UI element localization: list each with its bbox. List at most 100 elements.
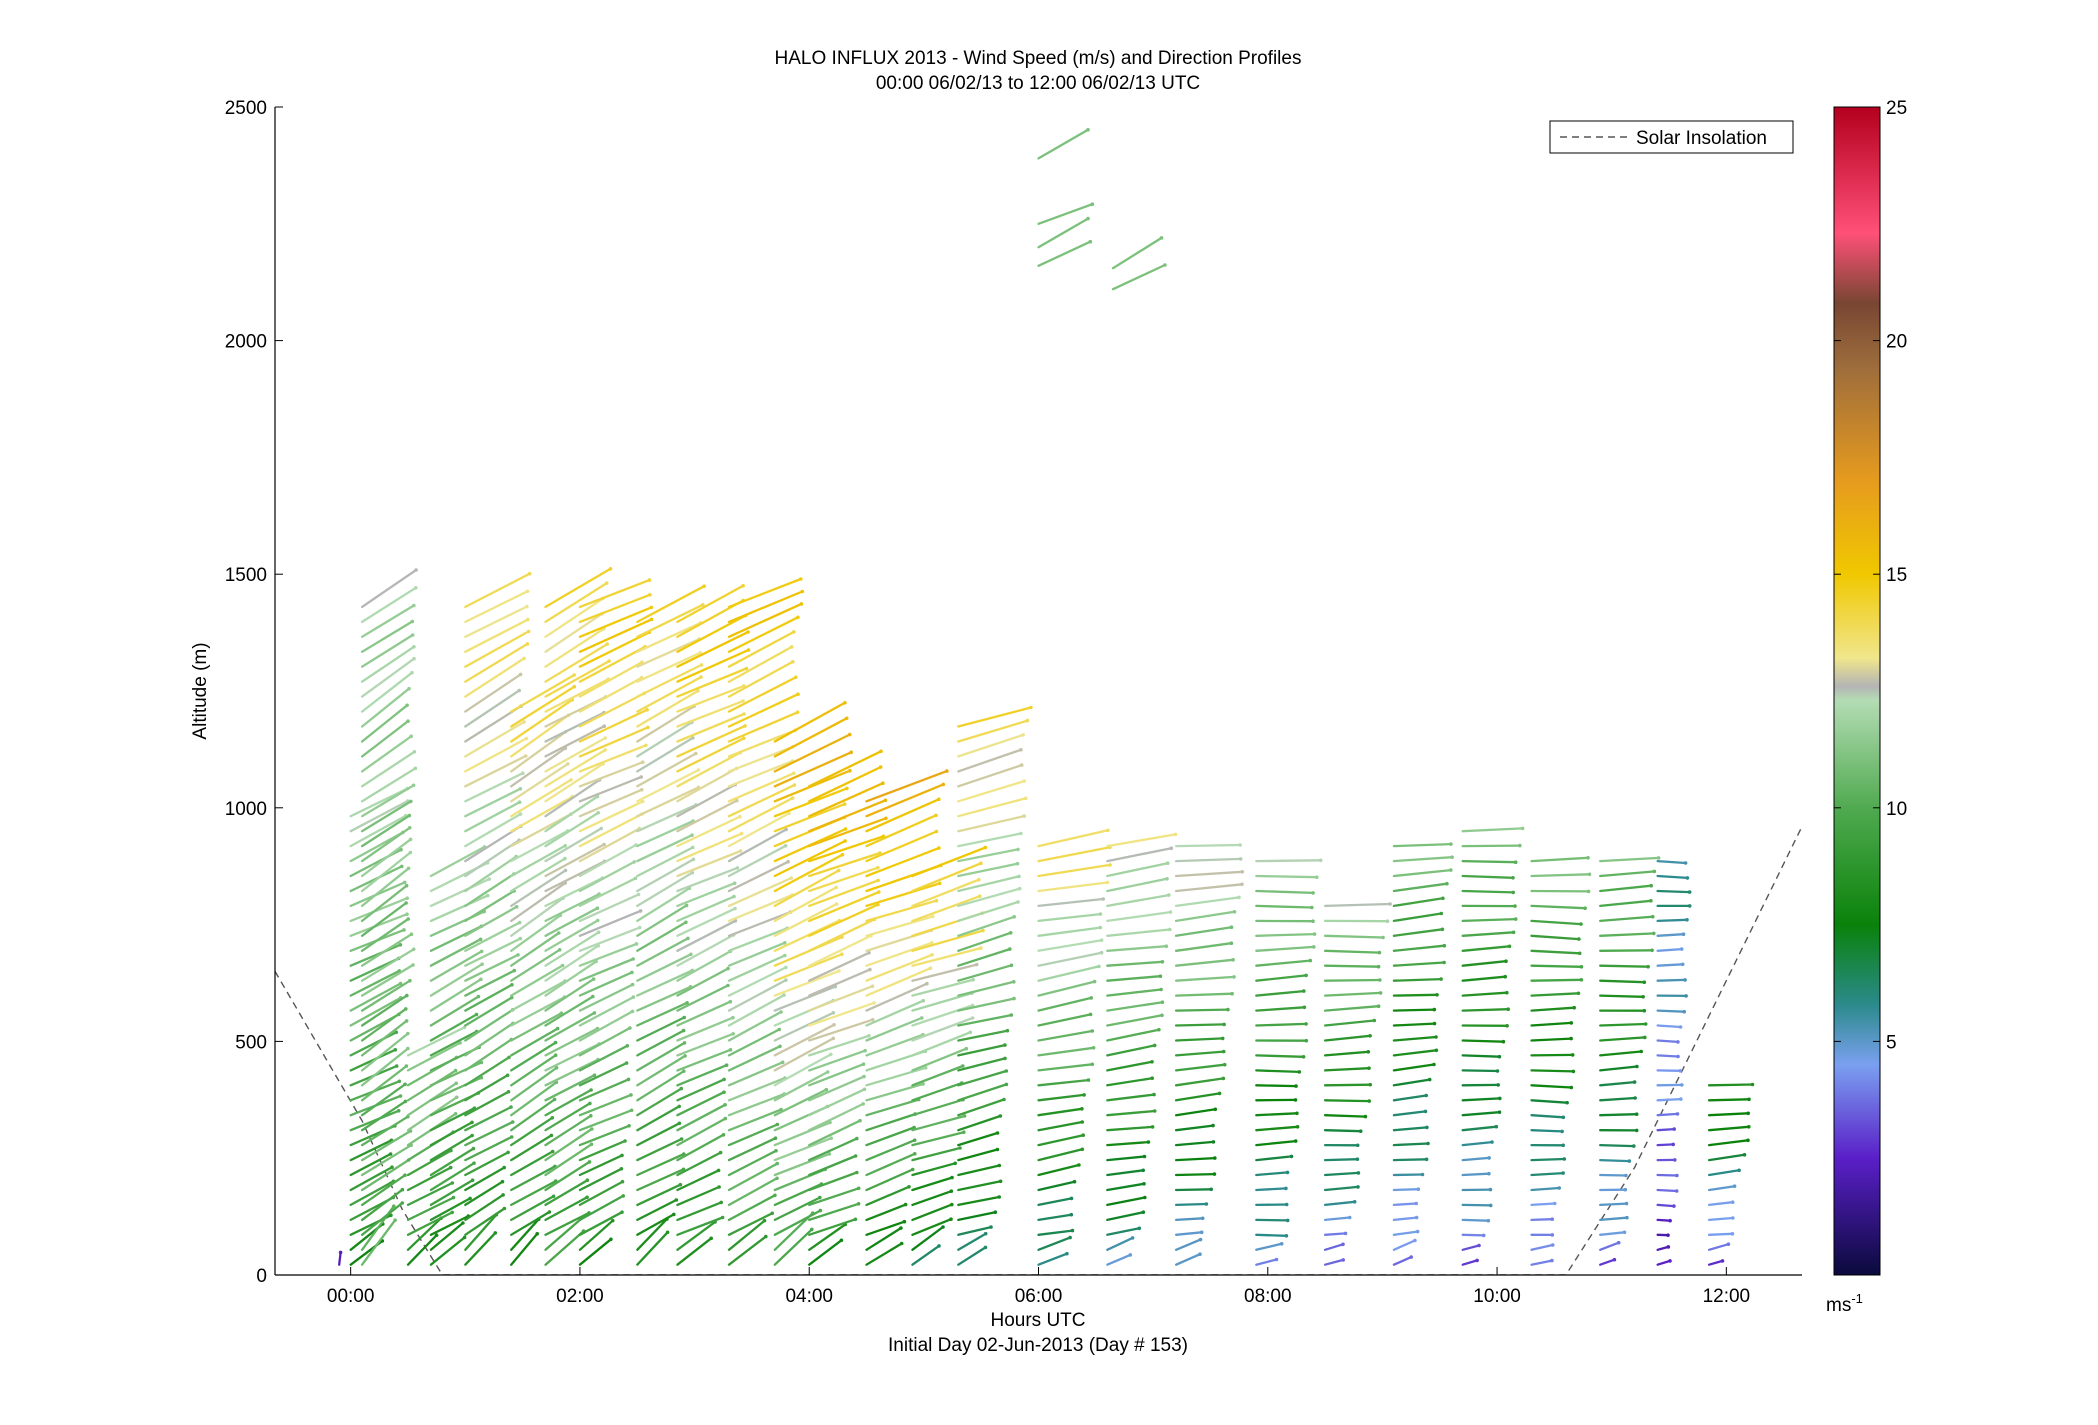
wind-vector: [676, 699, 745, 728]
colorbar-tick-label: 15: [1886, 565, 1907, 586]
wind-vector: [544, 627, 606, 668]
wind-vector: [1707, 1185, 1736, 1192]
wind-vector-upper-head: [1086, 128, 1090, 132]
wind-vector: [1707, 1232, 1734, 1236]
wind-vector-head: [1666, 1245, 1671, 1249]
wind-vector-head: [603, 736, 608, 740]
wind-vector: [1106, 1155, 1146, 1162]
wind-vector-head: [770, 1211, 774, 1216]
wind-vector-head: [839, 1238, 844, 1243]
wind-vector-head: [645, 708, 649, 712]
wind-vector-head: [1520, 826, 1525, 831]
wind-vector-head: [1494, 1124, 1499, 1129]
wind-vector: [578, 593, 652, 624]
wind-vector-head: [389, 1213, 393, 1218]
wind-vector: [1530, 1114, 1565, 1119]
wind-vector: [510, 857, 567, 893]
wind-vector: [360, 1129, 412, 1162]
wind-vector-head: [644, 743, 648, 748]
wind-vector-head: [1432, 1062, 1436, 1067]
wind-vector: [727, 1076, 787, 1102]
wind-vector-head: [639, 788, 644, 792]
wind-vector: [464, 754, 527, 788]
wind-vector: [1707, 1216, 1734, 1222]
wind-vector: [1255, 1069, 1301, 1074]
wind-vector: [1656, 1203, 1676, 1208]
wind-vector: [1106, 1044, 1156, 1057]
wind-vector: [429, 1236, 466, 1266]
wind-vector: [544, 597, 605, 638]
wind-vector-head: [1141, 1210, 1146, 1214]
wind-vector: [808, 1088, 866, 1117]
wind-vector: [727, 729, 797, 758]
wind-vector-head: [393, 1048, 398, 1052]
wind-vector-head: [1213, 1107, 1218, 1112]
wind-vector: [727, 860, 790, 893]
wind-vector-head: [950, 1202, 954, 1207]
wind-vector-head: [1294, 1084, 1298, 1088]
wind-vector: [1174, 870, 1244, 878]
wind-vector: [544, 1215, 585, 1251]
wind-vector: [510, 964, 564, 997]
wind-vector-head: [1019, 831, 1023, 836]
wind-vector-head: [1293, 1139, 1298, 1143]
wind-vector-head: [1414, 1215, 1419, 1220]
wind-vector-upper: [1037, 203, 1094, 225]
wind-vector-head: [1731, 1216, 1735, 1220]
wind-vector-head: [1099, 938, 1104, 942]
wind-vector: [911, 1081, 963, 1102]
wind-vector-head: [1016, 900, 1020, 904]
wind-vector: [349, 1152, 392, 1177]
wind-vector-head: [1009, 963, 1014, 968]
wind-vector: [544, 919, 599, 952]
wind-vector: [1530, 964, 1583, 968]
wind-vector-head: [1624, 1201, 1629, 1206]
wind-vector: [1323, 1216, 1351, 1222]
colorbar-unit-exponent: -1: [1851, 1291, 1863, 1306]
wind-vector-head: [1164, 944, 1169, 948]
wind-vector-head: [1311, 891, 1315, 895]
wind-vector-head: [636, 892, 641, 897]
wind-vector-head: [855, 1170, 859, 1175]
wind-vector-head: [471, 1146, 476, 1151]
wind-vector: [1392, 1008, 1436, 1012]
wind-vector-head: [648, 593, 652, 597]
wind-vector-head: [1625, 1215, 1629, 1220]
wind-vector-head: [847, 732, 852, 737]
wind-vector-head: [716, 1168, 721, 1173]
wind-vector: [773, 1011, 835, 1042]
wind-vector-head: [728, 1048, 733, 1052]
wind-vector: [1530, 992, 1580, 997]
colorbar-unit-base: ms: [1826, 1295, 1851, 1316]
wind-vector-head: [783, 844, 788, 848]
wind-vector-head: [552, 1097, 557, 1102]
wind-vector: [510, 844, 567, 878]
wind-vector: [578, 1219, 614, 1251]
wind-vector: [510, 1165, 557, 1192]
wind-vector: [636, 736, 694, 773]
wind-vector: [544, 1027, 599, 1057]
wind-vector-head: [502, 1206, 507, 1211]
wind-vector-head: [1569, 1036, 1573, 1041]
wind-vector: [1174, 958, 1235, 967]
wind-vector-head: [1209, 1187, 1213, 1192]
wind-vector: [1656, 933, 1685, 937]
wind-vector-head: [631, 957, 635, 961]
wind-vector-head: [787, 811, 791, 815]
wind-vector: [1707, 1169, 1741, 1177]
wind-vector-upper: [1111, 263, 1167, 291]
wind-vector-head: [634, 942, 639, 946]
wind-vector-head: [1297, 1070, 1302, 1074]
wind-vector-head: [1069, 1196, 1074, 1201]
wind-vector-head: [856, 1202, 861, 1206]
wind-vector-head: [1490, 1140, 1494, 1144]
wind-vector-head: [1086, 1078, 1091, 1082]
wind-vector: [510, 714, 570, 758]
wind-vector-head: [1284, 1202, 1289, 1207]
wind-vector: [429, 995, 480, 1027]
wind-vector: [676, 1000, 732, 1027]
wind-vector-head: [585, 1195, 589, 1200]
wind-vector: [510, 1054, 557, 1087]
wind-vector: [464, 1120, 514, 1147]
wind-vector: [773, 919, 841, 952]
